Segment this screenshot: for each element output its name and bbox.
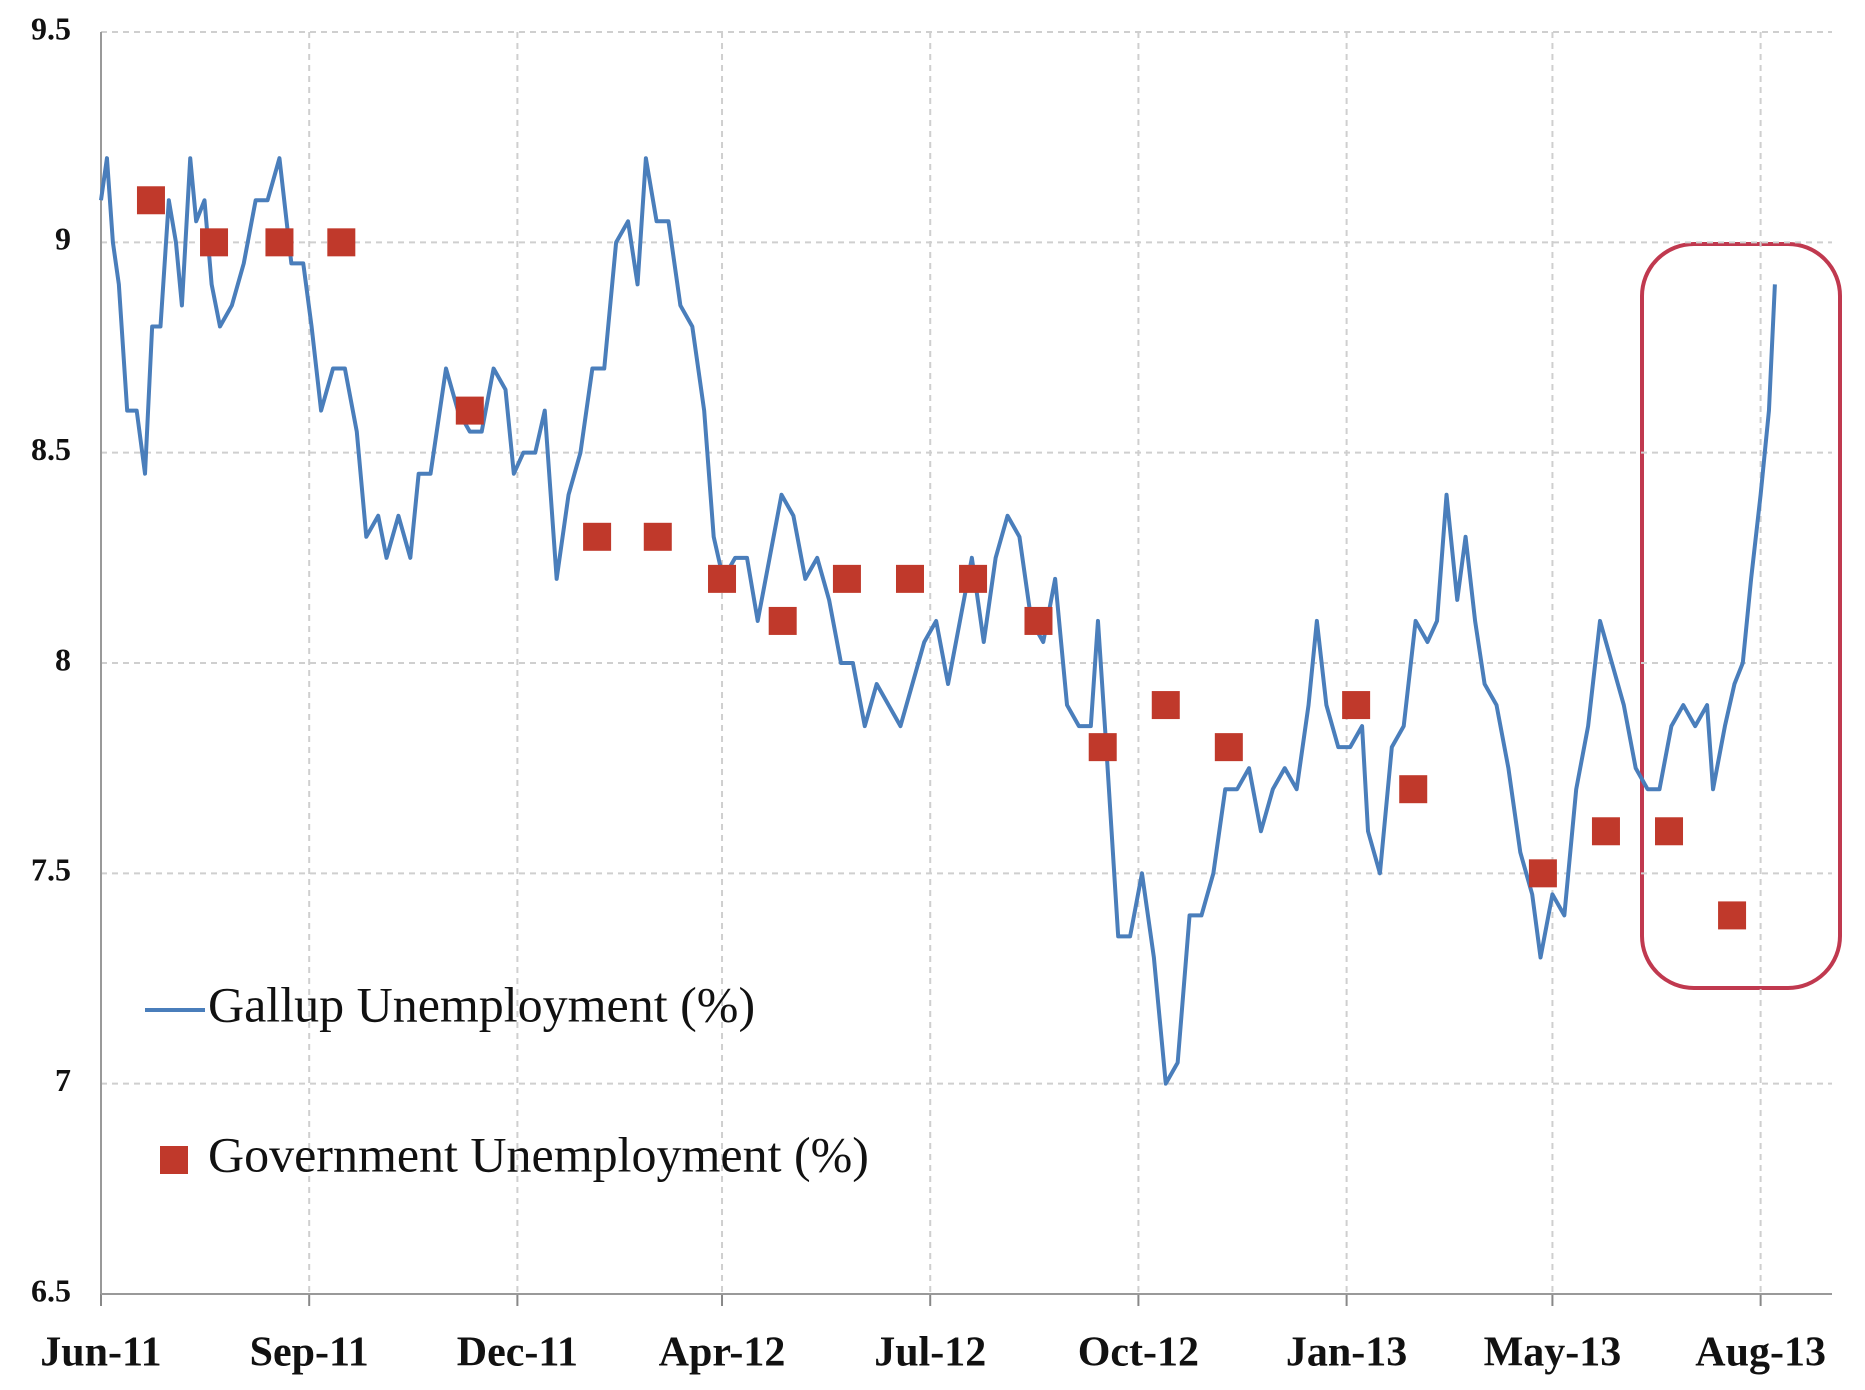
x-tick-label: Jun-11 xyxy=(40,1330,161,1376)
government-marker xyxy=(1151,691,1180,720)
highlight-box xyxy=(1640,242,1842,990)
legend-label: Gallup Unemployment (%) xyxy=(208,976,755,1032)
government-marker xyxy=(1718,901,1747,930)
government-marker xyxy=(200,228,229,257)
x-tick-label: Dec-11 xyxy=(457,1330,578,1376)
government-marker xyxy=(1399,775,1428,804)
government-marker xyxy=(1088,733,1117,762)
x-tick-label: Sep-11 xyxy=(250,1330,369,1376)
government-marker xyxy=(455,396,484,425)
government-marker xyxy=(1655,817,1684,846)
government-marker xyxy=(832,564,861,593)
government-marker xyxy=(1024,606,1053,635)
government-marker xyxy=(768,606,797,635)
government-marker xyxy=(643,522,672,551)
legend-swatch xyxy=(160,1146,188,1174)
y-tick-label: 8.5 xyxy=(31,431,71,467)
gallup-line xyxy=(99,156,1777,1086)
x-tick-label: Apr-12 xyxy=(659,1330,786,1376)
government-marker xyxy=(1342,691,1371,720)
y-tick-label: 9 xyxy=(55,221,71,257)
x-tick-label: May-13 xyxy=(1484,1330,1622,1376)
government-marker xyxy=(895,564,924,593)
legend-label: Government Unemployment (%) xyxy=(208,1126,869,1182)
government-marker xyxy=(959,564,988,593)
y-tick-label: 9.5 xyxy=(31,10,71,46)
government-marker xyxy=(265,228,294,257)
government-marker xyxy=(583,522,612,551)
x-tick-label: Aug-13 xyxy=(1695,1330,1826,1376)
government-marker xyxy=(327,228,356,257)
y-tick-label: 8 xyxy=(55,641,71,677)
y-tick-label: 6.5 xyxy=(31,1272,71,1308)
x-tick-label: Jan-13 xyxy=(1286,1330,1407,1376)
government-marker xyxy=(1214,733,1243,762)
government-marker xyxy=(1528,859,1557,888)
x-tick-label: Jul-12 xyxy=(874,1330,986,1376)
government-marker xyxy=(136,186,165,215)
y-tick-label: 7.5 xyxy=(31,852,71,888)
government-marker xyxy=(708,564,737,593)
y-tick-label: 7 xyxy=(55,1062,71,1098)
x-tick-label: Oct-12 xyxy=(1078,1330,1199,1376)
government-marker xyxy=(1591,817,1620,846)
